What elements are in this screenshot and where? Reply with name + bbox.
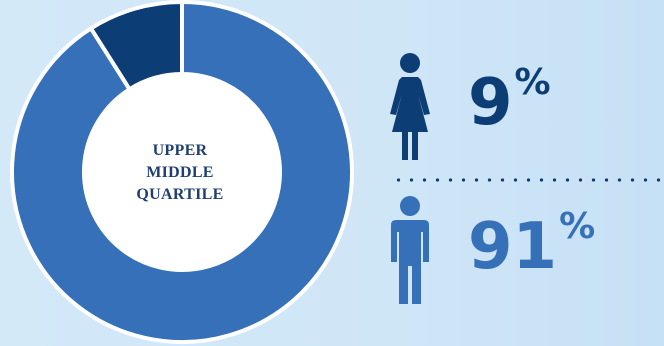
- female-percentage-value: 9: [468, 66, 513, 140]
- center-label-line-2: MIDDLE: [146, 164, 214, 181]
- center-label-line-1: UPPER: [152, 142, 208, 159]
- male-person-icon: [391, 196, 429, 304]
- center-label-line-3: QUARTILE: [136, 186, 224, 203]
- female-percent-sign: %: [514, 62, 551, 103]
- female-person-icon: [390, 53, 430, 160]
- male-percentage-value: 91: [468, 210, 558, 284]
- donut-hole: [84, 74, 280, 270]
- female-percentage: 9%: [468, 65, 551, 136]
- male-stat: 91%: [388, 196, 595, 306]
- donut-center-label: UPPER MIDDLE QUARTILE: [90, 140, 270, 206]
- dotted-divider: [392, 178, 664, 182]
- male-percent-sign: %: [559, 206, 596, 247]
- male-percentage: 91%: [468, 209, 595, 280]
- donut-chart: [10, 0, 354, 344]
- female-stat: 9%: [388, 52, 551, 162]
